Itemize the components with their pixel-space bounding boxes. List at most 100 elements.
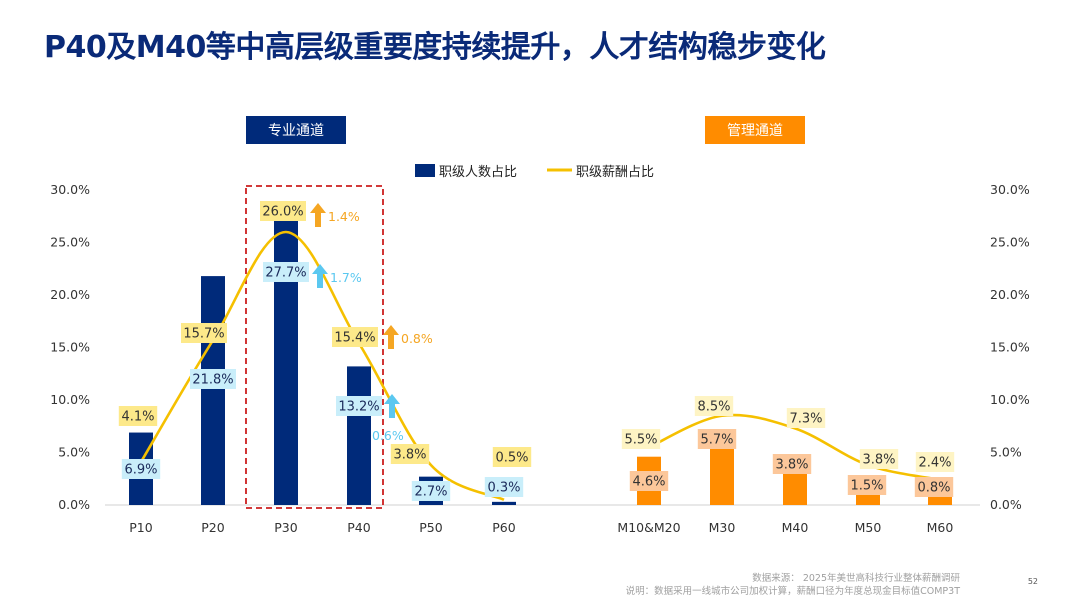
salary-label-M50-bg — [859, 449, 899, 469]
salary-label-P40: 15.4% — [334, 331, 375, 346]
y-tick-label-left: 5.0% — [58, 445, 90, 460]
x-tick-label: M40 — [782, 520, 809, 535]
x-tick-label: P20 — [201, 520, 224, 535]
headcount-label-P20-bg — [190, 369, 236, 389]
salary-label-M60: 2.4% — [918, 456, 951, 471]
headcount-label-P40: 13.2% — [338, 400, 379, 415]
salary-label-P10: 4.1% — [121, 410, 154, 425]
salary-label-M10&M20-bg — [621, 429, 661, 449]
y-tick-label-left: 25.0% — [50, 235, 90, 250]
x-tick-label: M50 — [855, 520, 882, 535]
headcount-label-M50: 1.5% — [850, 479, 883, 494]
headcount-label-M40: 3.8% — [775, 458, 808, 473]
salary-label-P20: 15.7% — [183, 327, 224, 342]
headcount-label-M40-bg — [772, 454, 812, 474]
professional-channel-badge — [246, 116, 346, 144]
bar-P20 — [201, 276, 225, 505]
x-tick-label: P30 — [274, 520, 297, 535]
up-arrow-annotation-P40: 0.8% — [383, 325, 433, 349]
salary-label-P10-bg — [118, 406, 158, 426]
headcount-label-P40-bg — [336, 396, 382, 416]
axes: 0.0% 0.0% 5.0% 5.0% 10.0% 10.0% 15.0% 15.0% 20.0… — [50, 182, 1030, 535]
channel-badges: 专业通道 管理通道 — [246, 116, 805, 144]
y-tick-label-right: 30.0% — [990, 182, 1030, 197]
x-tick-label: P60 — [492, 520, 515, 535]
headcount-label-M10&M20-bg — [629, 471, 669, 491]
salary-label-M50: 3.8% — [862, 453, 895, 468]
y-tick-label-right: 10.0% — [990, 392, 1030, 407]
up-arrow-annotation-P30: 1.7% — [312, 264, 362, 288]
headcount-label-P30: 27.7% — [265, 266, 306, 281]
x-tick-label: P50 — [419, 520, 442, 535]
x-tick-label: M10&M20 — [617, 520, 680, 535]
up-arrow-icon — [312, 264, 328, 288]
line-series — [139, 230, 941, 501]
up-arrow-icon — [384, 394, 400, 418]
salary-label-P40-bg — [332, 327, 378, 347]
annotation-delta: 0.6% — [372, 428, 404, 443]
headcount-label-M30: 5.7% — [700, 433, 733, 448]
headcount-label-P20: 21.8% — [192, 373, 233, 388]
headcount-label-M30-bg — [697, 429, 737, 449]
salary-label-P20-bg — [181, 323, 227, 343]
annotation-delta: 1.7% — [330, 270, 362, 285]
page-title: P40及M40等中高层级重要度持续提升，人才结构稳步变化 — [44, 30, 826, 65]
up-arrow-icon — [383, 325, 399, 349]
legend-bar-swatch — [415, 164, 435, 177]
salary-label-M40: 7.3% — [789, 412, 822, 427]
legend-line-label: 职级薪酬占比 — [576, 165, 654, 180]
salary-label-P60-bg — [492, 447, 532, 467]
salary-label-P30: 26.0% — [262, 205, 303, 220]
y-tick-label-left: 0.0% — [58, 497, 90, 512]
y-tick-label-right: 20.0% — [990, 287, 1030, 302]
salary-share-line-专业通道 — [139, 230, 505, 501]
page-number: 52 — [1027, 577, 1038, 586]
salary-label-P50: 3.8% — [393, 448, 426, 463]
annotations: 1.4% 1.7% 0.8% 0.6% — [310, 203, 433, 443]
headcount-label-P50: 2.7% — [414, 485, 447, 500]
headcount-label-P30-bg — [263, 262, 309, 282]
salary-label-P50-bg — [390, 444, 430, 464]
headcount-label-P50-bg — [411, 481, 451, 501]
x-tick-label: P40 — [347, 520, 370, 535]
data-labels: 6.9% 21.8% 27.7% 13.2% 2.7% 0.3% 4.1% 15.7% 26.0… — [118, 201, 955, 501]
up-arrow-annotation-P40: 0.6% — [372, 394, 404, 443]
annotation-delta: 0.8% — [401, 331, 433, 346]
salary-label-M10&M20: 5.5% — [624, 433, 657, 448]
bar-P60 — [492, 501, 516, 505]
annotation-delta: 1.4% — [328, 209, 360, 224]
headcount-label-M60: 0.8% — [917, 481, 950, 496]
salary-label-M30: 8.5% — [697, 400, 730, 415]
headcount-label-M50-bg — [847, 475, 887, 495]
y-tick-label-left: 30.0% — [50, 182, 90, 197]
y-tick-label-right: 5.0% — [990, 445, 1022, 460]
bar-P40 — [347, 366, 371, 505]
x-tick-label: M60 — [927, 520, 954, 535]
bar-M30 — [710, 445, 734, 505]
y-tick-label-right: 0.0% — [990, 497, 1022, 512]
headcount-label-P10: 6.9% — [124, 463, 157, 478]
legend-bar-label: 职级人数占比 — [439, 165, 517, 180]
up-arrow-annotation-P30: 1.4% — [310, 203, 360, 227]
y-tick-label-left: 20.0% — [50, 287, 90, 302]
salary-label-P60: 0.5% — [495, 451, 528, 466]
salary-share-line-管理通道 — [648, 413, 941, 482]
salary-label-M30-bg — [694, 396, 734, 416]
up-arrow-icon — [310, 203, 326, 227]
bar-series — [129, 214, 952, 505]
method-note: 说明：数据采用一线城市公司加权计算，薪酬口径为年度总现金目标值COMP3T — [625, 586, 960, 597]
bar-P30 — [274, 214, 298, 505]
y-tick-label-right: 25.0% — [990, 235, 1030, 250]
bar-M60 — [928, 496, 952, 505]
headcount-label-P60: 0.3% — [487, 481, 520, 496]
headcount-label-P10-bg — [121, 459, 161, 479]
x-tick-label: M30 — [709, 520, 736, 535]
headcount-label-M10&M20: 4.6% — [632, 475, 665, 490]
y-tick-label-right: 15.0% — [990, 340, 1030, 355]
salary-label-M60-bg — [915, 452, 955, 472]
management-channel-label: 管理通道 — [727, 123, 783, 139]
headcount-label-P60-bg — [484, 477, 524, 497]
headcount-label-M60-bg — [914, 477, 954, 497]
source-note: 数据来源： 2025年美世高科技行业整体薪酬调研 — [752, 573, 960, 584]
